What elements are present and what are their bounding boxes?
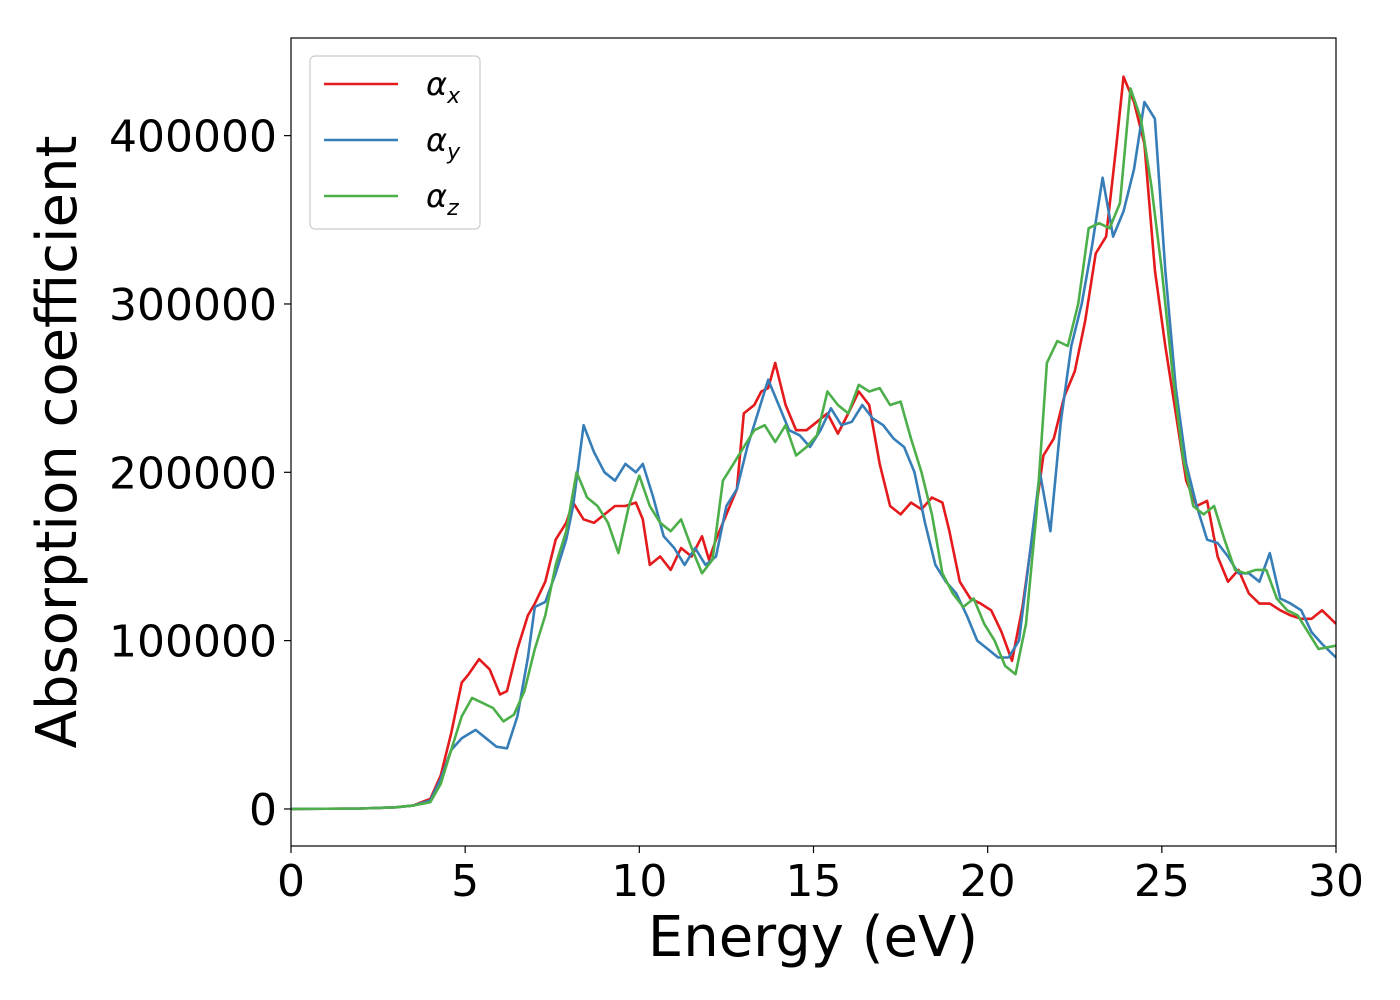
legend-frame [309, 55, 481, 230]
y-tick-label: 200000 [109, 448, 277, 499]
series-line-y [291, 100, 1336, 811]
series-layer [291, 75, 1336, 811]
y-axis-ticks: 0 100000 200000 300000 400000 [109, 112, 291, 836]
x-tick-label: 20 [960, 856, 1016, 907]
x-axis-ticks: 0 5 10 15 20 25 30 [277, 846, 1364, 907]
x-tick-label: 10 [611, 856, 667, 907]
series-line-z [291, 87, 1336, 811]
y-tick-label: 300000 [109, 280, 277, 331]
x-tick-label: 30 [1308, 856, 1364, 907]
x-tick-label: 25 [1134, 856, 1190, 907]
x-tick-label: 5 [451, 856, 479, 907]
y-tick-label: 100000 [109, 617, 277, 668]
y-tick-label: 0 [249, 785, 277, 836]
x-tick-label: 15 [786, 856, 842, 907]
y-axis-title: Absorption coefficient [25, 136, 90, 749]
x-axis-title: Energy (eV) [648, 905, 978, 970]
x-tick-label: 0 [277, 856, 305, 907]
y-tick-label: 400000 [109, 112, 277, 163]
